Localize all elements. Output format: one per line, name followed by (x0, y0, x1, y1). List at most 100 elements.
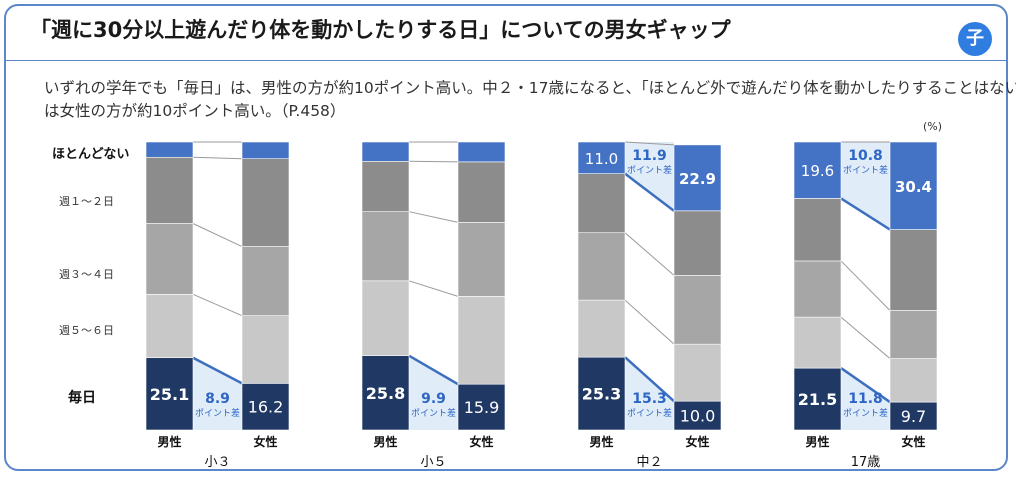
summary-line-2: は女性の方が約10ポイント高い。（P.458） (44, 102, 346, 120)
group-label: 小３ (204, 455, 230, 470)
bar-segment-female (241, 141, 290, 160)
gender-label-male: 男性 (589, 434, 613, 449)
summary-line-1: いずれの学年でも「毎日」は、男性の方が約10ポイント高い。中２・17歳になると、… (44, 79, 1016, 97)
gap-value-daily: 9.9 (421, 391, 446, 407)
title-divider (4, 60, 1008, 61)
bar-segment-male (145, 223, 194, 295)
bar-segment-female (673, 144, 722, 212)
connector-line (840, 367, 891, 404)
legend-label-hotondonai: ほとんどない (52, 147, 129, 162)
data-label-male-daily: 25.1 (150, 385, 189, 404)
gap-value-daily: 11.8 (848, 391, 883, 407)
bar-segment-male (145, 357, 194, 431)
gap-value-daily: 15.3 (632, 391, 667, 407)
bar-segment-female (457, 161, 506, 223)
gap-area-rarely (841, 142, 890, 230)
connector-line (840, 260, 891, 311)
gap-suffix-rarely: ポイント差 (843, 164, 888, 176)
gender-label-female: 女性 (253, 434, 277, 449)
legend-label-mainichi: 毎日 (68, 389, 96, 406)
bar-segment-female (457, 296, 506, 385)
bar-segment-female (241, 246, 290, 316)
connector-line (840, 197, 891, 231)
connector-line (192, 356, 243, 385)
connector-line (624, 232, 675, 276)
gap-area-daily (409, 355, 458, 430)
connector-line (192, 156, 243, 160)
data-label-male-rarely: 19.6 (801, 162, 834, 180)
bar-segment-female (889, 401, 938, 431)
gap-suffix-daily: ポイント差 (627, 407, 672, 419)
gap-area-daily (193, 357, 242, 430)
data-label-female-rarely: 30.4 (895, 178, 932, 196)
card-frame (4, 4, 1008, 471)
gap-area-rarely (625, 142, 674, 211)
connector-line (408, 280, 459, 297)
gap-suffix-daily: ポイント差 (411, 407, 456, 419)
bar-segment-male (577, 232, 626, 301)
bar-segment-male (577, 141, 626, 174)
group-label: 17歳 (851, 455, 881, 470)
bar-segment-male (145, 141, 194, 158)
data-label-female-daily: 10.0 (680, 407, 716, 426)
child-badge: 子 (958, 22, 992, 56)
connector-line (624, 172, 675, 212)
gender-label-male: 男性 (805, 434, 829, 449)
gap-value-rarely: 11.9 (632, 148, 667, 164)
gender-label-male: 男性 (157, 434, 181, 449)
bar-segment-female (241, 158, 290, 247)
data-label-male-rarely: 11.0 (585, 150, 618, 168)
bar-segment-female (457, 141, 506, 163)
bar-segment-male (361, 280, 410, 356)
bar-segment-female (889, 310, 938, 359)
bar-segment-female (241, 383, 290, 431)
group-label: 中２ (636, 455, 662, 470)
gap-suffix-rarely: ポイント差 (627, 164, 672, 176)
gender-label-female: 女性 (469, 434, 493, 449)
gender-label-female: 女性 (685, 434, 709, 449)
bar-segment-male (145, 294, 194, 359)
connector-line (192, 293, 243, 317)
bar-segment-female (673, 400, 722, 431)
bar-segment-male (577, 356, 626, 431)
connector-line (840, 316, 891, 359)
connector-line (408, 211, 459, 223)
legend-label-week-5-6: 週５～６日 (59, 324, 114, 337)
legend-label-week-1-2: 週１～２日 (59, 195, 114, 208)
bar-segment-male (793, 316, 842, 369)
bar-segment-male (793, 141, 842, 199)
gap-suffix-daily: ポイント差 (843, 407, 888, 419)
data-label-female-daily: 15.9 (464, 398, 500, 417)
gender-label-male: 男性 (373, 434, 397, 449)
gap-value-daily: 8.9 (205, 391, 230, 407)
bar-segment-female (673, 275, 722, 345)
connector-line (408, 354, 459, 386)
data-label-female-daily: 16.2 (248, 398, 284, 417)
gap-value-rarely: 10.8 (848, 148, 883, 164)
data-label-female-rarely: 22.9 (679, 170, 716, 188)
bar-segment-male (577, 299, 626, 358)
bar-segment-male (361, 211, 410, 282)
connector-line (624, 356, 675, 403)
legend-label-week-3-4: 週３～４日 (59, 268, 114, 281)
bar-segment-female (889, 229, 938, 311)
bar-segment-female (673, 210, 722, 276)
gap-area-daily (625, 357, 674, 430)
connector-line (624, 141, 675, 146)
group-label: 小５ (420, 455, 446, 470)
bar-segment-male (361, 141, 410, 162)
bar-segment-female (457, 222, 506, 297)
connector-line (192, 223, 243, 247)
bar-segment-male (577, 173, 626, 234)
connector-line (624, 299, 675, 345)
bar-segment-male (793, 198, 842, 262)
page-title: 「週に30分以上遊んだり体を動かしたりする日」についての男女ギャップ (30, 18, 731, 42)
data-label-male-daily: 21.5 (798, 390, 837, 409)
bar-segment-female (889, 358, 938, 403)
gap-suffix-daily: ポイント差 (195, 407, 240, 419)
bar-segment-male (361, 160, 410, 212)
data-label-male-daily: 25.3 (582, 385, 621, 404)
gap-area-daily (841, 368, 890, 430)
bar-segment-male (793, 367, 842, 431)
